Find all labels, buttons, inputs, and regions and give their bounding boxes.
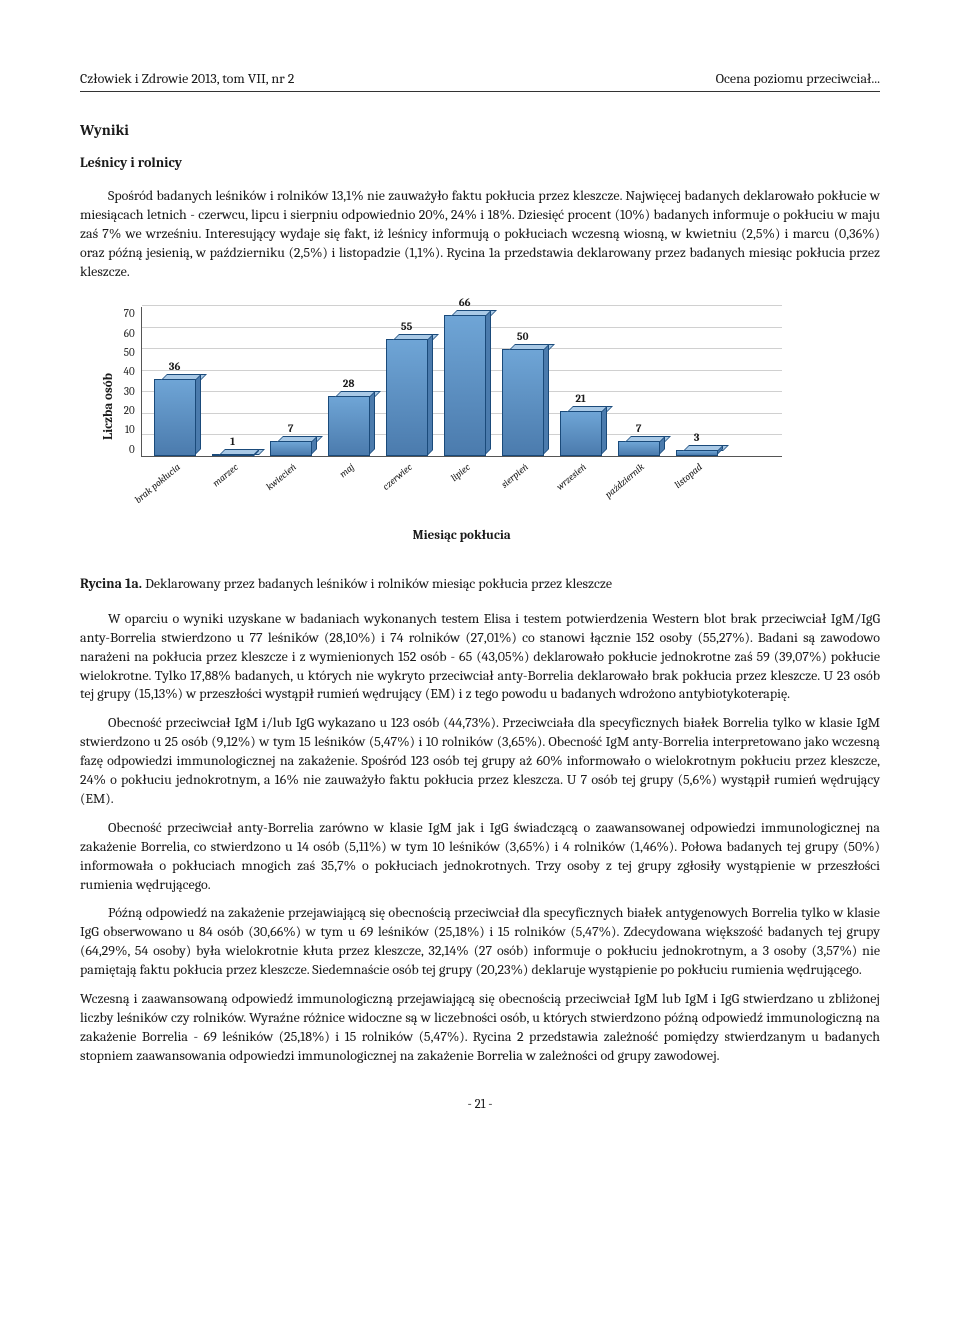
- chart-bar-value: 21: [575, 392, 586, 407]
- header-article-title: Ocena poziomu przeciwciał...: [716, 70, 880, 89]
- xtick-label: kwiecień: [264, 461, 300, 494]
- chart-plot-area: 3617285566502173: [142, 307, 782, 457]
- chart-bar-value: 50: [517, 330, 529, 345]
- heading-wyniki: Wyniki: [80, 120, 880, 140]
- ytick-label: 50: [124, 346, 135, 361]
- paragraph-2: Obecność przeciwciał IgM i/lub IgG wykaz…: [80, 714, 880, 808]
- xtick-label: brak pokłucia: [132, 461, 183, 507]
- xtick-label: sierpień: [498, 461, 531, 492]
- page-number: - 21 -: [80, 1096, 880, 1114]
- figure-label: Rycina 1a.: [80, 575, 142, 592]
- xtick-label: czerwiec: [380, 461, 416, 494]
- xtick-label: marzec: [210, 461, 242, 491]
- page-header: Człowiek i Zdrowie 2013, tom VII, nr 2 O…: [80, 70, 880, 92]
- xtick-label: maj: [337, 461, 358, 481]
- xtick-label: październik: [602, 461, 647, 502]
- ytick-label: 40: [124, 365, 135, 380]
- chart-bar: 36: [154, 379, 196, 456]
- xtick-label: lipiec: [448, 461, 473, 485]
- chart-bar-side: [485, 310, 491, 455]
- paragraph-4: Późną odpowiedź na zakażenie przejawiają…: [80, 904, 880, 980]
- chart-bar-value: 28: [343, 377, 355, 392]
- chart-bar: 28: [328, 396, 370, 456]
- ytick-label: 30: [124, 385, 135, 400]
- chart-bar-side: [195, 374, 201, 455]
- paragraph-5: Wczesną i zaawansowaną odpowiedź immunol…: [80, 990, 880, 1066]
- chart-bar: 21: [560, 411, 602, 456]
- chart-bar: 1: [212, 454, 254, 456]
- chart-bar-side: [427, 334, 433, 456]
- chart-bar-side: [369, 391, 375, 455]
- chart-bar-value: 7: [288, 422, 293, 437]
- heading-lesnicy: Leśnicy i rolnicy: [80, 154, 880, 173]
- figure-caption: Rycina 1a. Deklarowany przez badanych le…: [80, 575, 880, 594]
- ytick-label: 10: [124, 423, 135, 438]
- chart-bar-value: 66: [459, 296, 471, 311]
- paragraph-3: Obecność przeciwciał anty-Borrelia zarów…: [80, 819, 880, 895]
- chart-yaxis: 70 60 50 40 30 20 10 0: [124, 307, 142, 457]
- chart-bar-value: 1: [230, 435, 235, 450]
- chart-bar: 55: [386, 339, 428, 457]
- chart-bar-side: [601, 406, 607, 455]
- ytick-label: 0: [124, 443, 135, 458]
- chart-bar-value: 3: [694, 431, 700, 446]
- paragraph-intro: Spośród badanych leśników i rolników 13,…: [80, 187, 880, 281]
- chart-bar-value: 36: [169, 360, 181, 375]
- ytick-label: 70: [124, 307, 135, 322]
- chart-bar-side: [543, 344, 549, 455]
- chart-bar: 50: [502, 349, 544, 456]
- paragraph-1: W oparciu o wyniki uzyskane w badaniach …: [80, 610, 880, 704]
- chart-bar-value: 7: [636, 422, 641, 437]
- chart-container: Liczba osób 706050403020100 361728556650…: [80, 307, 880, 545]
- ytick-label: 20: [124, 404, 135, 419]
- ytick-label: 60: [124, 327, 135, 342]
- xtick-label: wrzesień: [554, 461, 590, 494]
- xtick-label: listopad: [672, 461, 705, 492]
- header-journal: Człowiek i Zdrowie 2013, tom VII, nr 2: [80, 70, 294, 89]
- chart-bar: 7: [618, 441, 660, 456]
- chart-bar: 66: [444, 315, 486, 456]
- chart-bar-value: 55: [401, 320, 412, 335]
- chart-bar: 7: [270, 441, 312, 456]
- chart-xlabels: brak pokłuciamarzeckwiecieńmajczerwiecli…: [142, 461, 782, 521]
- chart-bar: 3: [676, 450, 718, 456]
- chart-xlabel: Miesiąc pokłucia: [142, 527, 782, 545]
- chart-ylabel: Liczba osób: [100, 373, 118, 480]
- figure-caption-text: Deklarowany przez badanych leśników i ro…: [142, 575, 612, 592]
